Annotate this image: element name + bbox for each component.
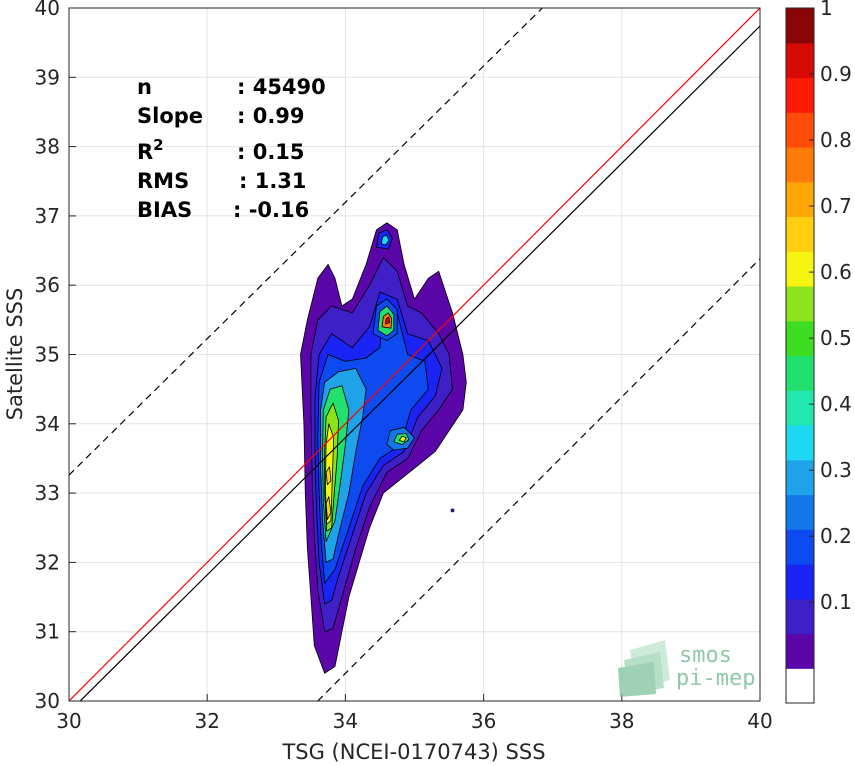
colorbar-tick-label: 0.7 bbox=[820, 194, 852, 218]
colorbar-swatch bbox=[786, 564, 814, 600]
y-tick-label: 39 bbox=[35, 65, 60, 89]
colorbar-swatch bbox=[786, 425, 814, 461]
y-tick-label: 38 bbox=[35, 135, 60, 159]
y-tick-label: 31 bbox=[35, 620, 60, 644]
colorbar: 0.1 0.2 0.3 0.4 0.5 0.6 0.7 0.8 0.9 1 bbox=[785, 0, 852, 704]
x-tick-label: 40 bbox=[747, 709, 772, 733]
one-to-one-line bbox=[69, 8, 760, 701]
colorbar-swatch bbox=[786, 216, 814, 252]
colorbar-swatch bbox=[786, 112, 814, 148]
x-axis-label: TSG (NCEI-0170743) SSS bbox=[281, 740, 545, 764]
colorbar-tick-label: 1 bbox=[820, 0, 833, 20]
logo-graphic-icon bbox=[618, 640, 670, 697]
logo-line-1: smos bbox=[679, 643, 732, 668]
contour-region bbox=[380, 234, 390, 246]
colorbar-swatch bbox=[786, 8, 814, 44]
colorbar-tick-label: 0.6 bbox=[820, 260, 852, 284]
stat-value-r: : 0.15 bbox=[237, 140, 305, 164]
x-tick-label: 30 bbox=[56, 709, 81, 733]
y-tick-label: 30 bbox=[35, 689, 60, 713]
contour-region bbox=[325, 466, 332, 486]
y-axis-label: Satellite SSS bbox=[3, 288, 27, 421]
colorbar-tick-label: 0.1 bbox=[820, 590, 852, 614]
colorbar-tick-label: 0.2 bbox=[820, 524, 852, 548]
colorbar-swatch bbox=[786, 494, 814, 530]
stat-value-bias: : -0.16 bbox=[233, 198, 309, 222]
contour-region bbox=[398, 435, 407, 443]
colorbar-tick-label: 0.3 bbox=[820, 458, 852, 482]
y-tick-label: 32 bbox=[35, 550, 60, 574]
stat-label-bias: BIAS bbox=[137, 198, 192, 222]
contour-dot bbox=[450, 508, 455, 513]
reference-lines bbox=[69, 8, 760, 701]
stat-value-slope: : 0.99 bbox=[237, 104, 305, 128]
colorbar-swatch bbox=[786, 529, 814, 565]
colorbar-tick-label: 0.8 bbox=[820, 128, 852, 152]
y-tick-label: 40 bbox=[35, 0, 60, 20]
stat-value-rms: : 1.31 bbox=[239, 169, 307, 193]
stat-label-n: n bbox=[137, 75, 152, 99]
stat-value-n: : 45490 bbox=[237, 75, 326, 99]
statistics-box: n : 45490 Slope : 0.99 R2 : 0.15 RMS : 1.31 BIAS… bbox=[137, 75, 326, 222]
colorbar-swatch bbox=[786, 633, 814, 669]
contour-region bbox=[385, 316, 391, 325]
x-tick-label: 38 bbox=[609, 709, 634, 733]
colorbar-swatch bbox=[786, 147, 814, 183]
y-tick-label: 35 bbox=[35, 343, 60, 367]
colorbar-swatch bbox=[786, 390, 814, 426]
stat-label-rms: RMS bbox=[137, 169, 189, 193]
colorbar-swatch bbox=[786, 77, 814, 113]
y-tick-label: 33 bbox=[35, 481, 60, 505]
stat-label-slope: Slope bbox=[137, 104, 203, 128]
logo-line-2: pi-mep bbox=[676, 666, 755, 691]
colorbar-tick-label: 0.4 bbox=[820, 392, 852, 416]
stat-label-r: R2 bbox=[137, 136, 164, 164]
x-tick-label: 36 bbox=[471, 709, 496, 733]
colorbar-swatch bbox=[786, 355, 814, 391]
x-tick-label: 34 bbox=[333, 709, 358, 733]
colorbar-tick-label: 0.5 bbox=[820, 326, 852, 350]
colorbar-swatch bbox=[786, 42, 814, 79]
colorbar-tick-label: 0.9 bbox=[820, 62, 852, 86]
y-axis-ticks: 30 31 32 33 34 35 36 37 38 39 40 bbox=[35, 0, 76, 713]
colorbar-swatch bbox=[786, 181, 814, 218]
upper-bound-line bbox=[69, 8, 543, 476]
y-tick-label: 34 bbox=[35, 412, 60, 436]
colorbar-swatch bbox=[786, 286, 814, 322]
contour-region bbox=[325, 496, 332, 520]
lower-bound-line bbox=[317, 258, 760, 701]
y-tick-label: 36 bbox=[35, 273, 60, 297]
smos-pi-mep-logo: smos pi-mep bbox=[618, 640, 755, 697]
colorbar-swatch bbox=[786, 251, 814, 287]
x-tick-label: 32 bbox=[194, 709, 219, 733]
colorbar-frame bbox=[785, 7, 815, 704]
y-tick-label: 37 bbox=[35, 204, 60, 228]
regression-line bbox=[79, 25, 760, 701]
colorbar-swatch bbox=[786, 598, 814, 635]
colorbar-swatch bbox=[786, 459, 814, 496]
x-axis-ticks: 30 32 34 36 38 40 bbox=[56, 694, 773, 733]
colorbar-swatch bbox=[786, 668, 814, 704]
